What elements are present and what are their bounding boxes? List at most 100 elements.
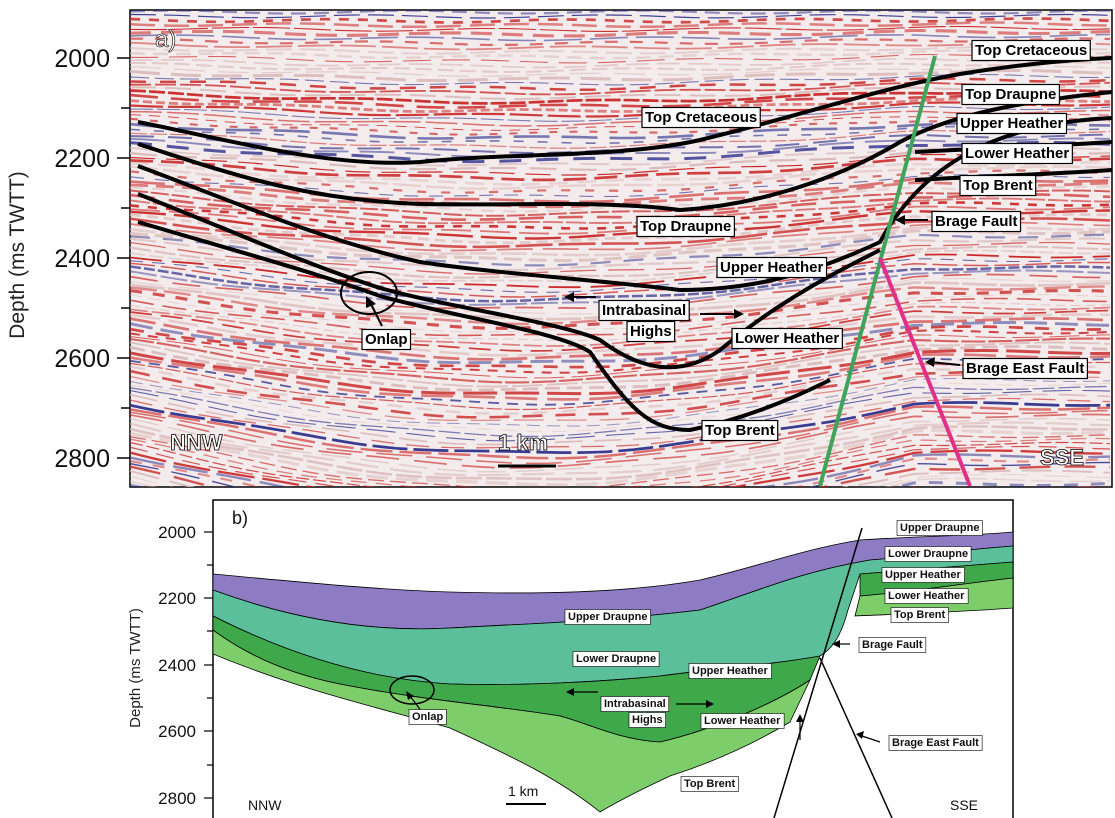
label-box (716, 256, 828, 279)
label-text: Top Brent (705, 422, 775, 439)
horizon-labels-a: Top Cretaceous Top Cretaceous Top Draupne U… (361, 39, 1091, 442)
label-text: Brage East Fault (966, 360, 1084, 377)
seismic-reflector (130, 405, 1111, 460)
seismic-reflector (130, 445, 1111, 487)
label-text: Brage East Fault (892, 737, 979, 749)
seismic-reflector (130, 189, 1111, 217)
label-text: Top Cretaceous (975, 42, 1087, 59)
seismic-reflector (130, 449, 1110, 487)
y-axis-ticks-b (204, 531, 213, 799)
label-text: Top Draupne (640, 218, 731, 235)
label-text: Upper Heather (885, 569, 962, 581)
seismic-reflector (130, 393, 1111, 446)
faults-b (773, 527, 893, 818)
label-box (731, 327, 843, 350)
label-lower-heather-mid: Lower Heather (731, 327, 843, 350)
seismic-reflector (130, 113, 1111, 131)
seismic-reflector (130, 305, 1111, 347)
seismic-reflector (130, 294, 1111, 333)
label-box (600, 696, 670, 712)
seismic-reflector (130, 434, 1111, 487)
seismic-reflector (130, 169, 1111, 194)
y-axis-label-a: Depth (ms TWTT) (6, 171, 29, 339)
seismic-reflector (130, 21, 1111, 29)
seismic-reflector (130, 329, 1111, 374)
seismic-reflector (130, 81, 1111, 96)
seismic-reflector (130, 258, 1111, 293)
seismic-reflector (130, 417, 1111, 473)
label-box (858, 637, 927, 653)
label-text: Lower Heather (704, 715, 781, 727)
seismic-reflector (130, 85, 1111, 101)
label-text: Lower Draupne (576, 653, 656, 665)
seismic-reflector (130, 97, 1110, 113)
label-text: Brage Fault (862, 639, 923, 651)
label-top-cretaceous-mid: Top Cretaceous (641, 106, 761, 129)
seismic-reflector (130, 89, 1111, 105)
seismic-reflector (130, 106, 1111, 122)
seismic-reflector (130, 228, 1111, 263)
label-box (956, 112, 1068, 135)
dir-sse-b: SSE (950, 797, 978, 813)
y-tick-b-2: 2400 (158, 656, 196, 675)
label-intrabasinal: Intrabasinal (598, 299, 690, 322)
seismic-reflector (130, 57, 1111, 69)
seismic-reflector (130, 193, 1111, 222)
seismic-reflector (130, 369, 1111, 419)
arrowheads-a (366, 215, 935, 367)
label-onlap: Onlap (408, 709, 447, 725)
label-top-cretaceous-right: Top Cretaceous (971, 39, 1091, 62)
dir-nnw-a: NNW (170, 430, 223, 455)
seismic-reflector (130, 265, 1111, 303)
label-text: Upper Heather (692, 665, 769, 677)
y-tick-a-4: 2800 (54, 445, 110, 473)
seismic-reflector (130, 309, 1111, 352)
label-box (888, 735, 983, 751)
seismic-reflector (130, 53, 1111, 64)
onlap-circle-a (340, 271, 398, 315)
label-text: Top Brent (963, 177, 1033, 194)
label-brage-fault: Brage Fault (931, 210, 1022, 233)
seismic-reflector (130, 365, 1111, 415)
seismic-reflector (130, 245, 1111, 279)
label-box (884, 588, 969, 604)
label-box (564, 609, 651, 625)
y-tick-a-3: 2600 (54, 345, 110, 373)
seismic-reflector (130, 401, 1111, 454)
seismic-reflector (130, 41, 1111, 51)
label-text: Top Draupne (965, 86, 1056, 103)
label-box (884, 546, 972, 562)
seismic-reflector (130, 133, 1111, 155)
seismic-reflections (130, 10, 1111, 487)
label-highs: Highs (626, 320, 676, 343)
label-text: Lower Heather (735, 330, 839, 347)
seismic-reflector (130, 157, 1111, 182)
label-box (701, 419, 779, 442)
dir-nnw-b: NNW (248, 797, 282, 813)
label-text: Top Brent (684, 778, 735, 790)
label-text: Upper Draupne (568, 611, 647, 623)
label-box (961, 83, 1060, 106)
seismic-reflector (130, 117, 1111, 136)
label-box (961, 142, 1073, 165)
label-text: Highs (630, 323, 672, 340)
seismic-reflector (130, 357, 1111, 406)
label-highs: Highs (628, 712, 666, 728)
seismic-reflector (130, 13, 1111, 19)
seismic-reflector (130, 389, 1111, 442)
seismic-reflector (130, 453, 1111, 487)
label-text: Lower Heather (888, 590, 965, 602)
seismic-reflector (130, 437, 1111, 487)
seismic-reflector (130, 109, 1111, 127)
label-upper-draupne-right: Upper Draupne (896, 520, 983, 536)
label-box (572, 651, 660, 667)
label-box (598, 299, 690, 322)
label-box (626, 320, 676, 343)
seismic-reflector (130, 261, 1111, 298)
panel-b-letter: b) (232, 508, 248, 528)
label-upper-heather-right: Upper Heather (881, 567, 965, 583)
seismic-reflector (130, 241, 1111, 275)
label-top-draupne-right: Top Draupne (961, 83, 1060, 106)
label-upper-heather-mid: Upper Heather (716, 256, 828, 279)
seismic-reflector (130, 288, 1111, 330)
